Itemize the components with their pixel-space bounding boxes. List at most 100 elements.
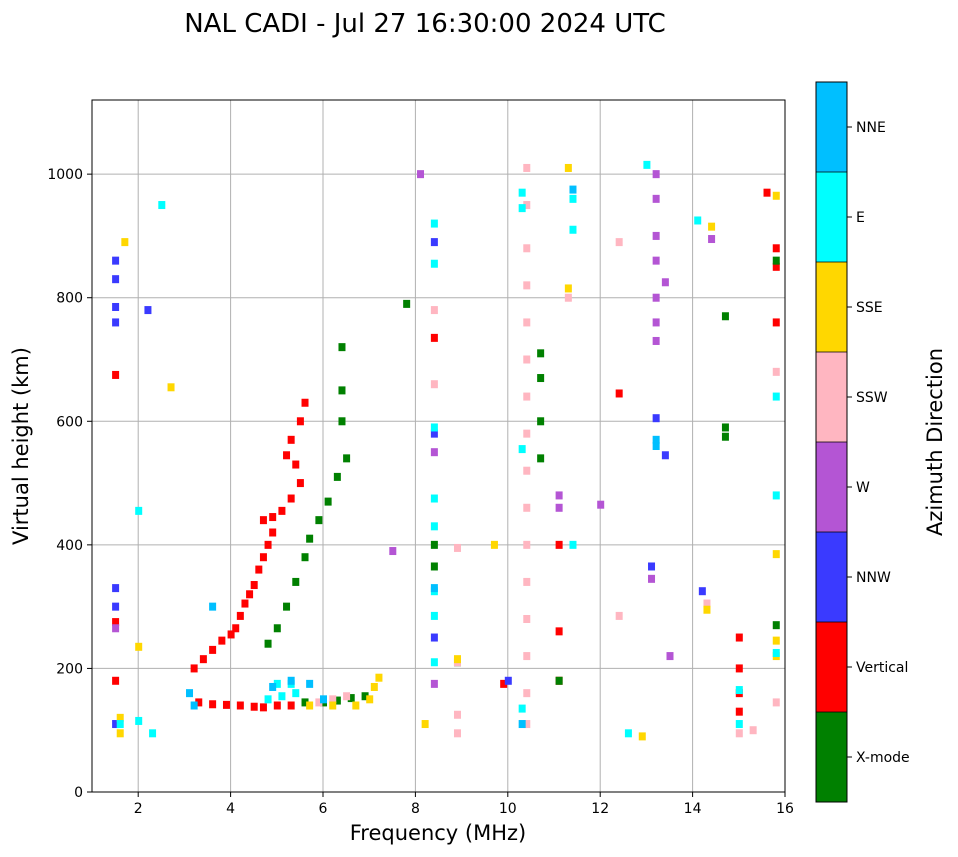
data-point (158, 201, 166, 210)
data-point (523, 466, 531, 475)
data-point (772, 191, 780, 200)
data-point (269, 682, 277, 691)
data-point (564, 284, 572, 293)
data-point (453, 710, 461, 719)
series-nnw (112, 238, 706, 729)
data-point (624, 729, 632, 738)
data-point (264, 639, 272, 648)
data-point (209, 602, 217, 611)
data-point (306, 679, 314, 688)
data-point (199, 655, 207, 664)
data-point (772, 367, 780, 376)
data-point (523, 429, 531, 438)
data-point (703, 605, 711, 614)
series-e (116, 160, 780, 738)
data-point (264, 540, 272, 549)
data-point (112, 720, 120, 729)
data-point (453, 729, 461, 738)
data-point (430, 584, 438, 593)
data-point (333, 472, 341, 481)
data-point (523, 540, 531, 549)
data-point (250, 702, 258, 711)
data-point (749, 726, 757, 735)
data-point (537, 454, 545, 463)
data-point (523, 201, 531, 210)
data-point (652, 194, 660, 203)
data-point (735, 729, 743, 738)
data-point (186, 689, 194, 698)
data-point (246, 590, 254, 599)
x-tick-label: 2 (134, 801, 143, 817)
data-point (301, 698, 309, 707)
data-point (652, 414, 660, 423)
data-point (112, 624, 120, 633)
data-point (615, 238, 623, 247)
plot-frame (91, 99, 786, 793)
data-point (320, 695, 327, 704)
data-point (772, 550, 780, 559)
x-axis: 2 4 6 8 10 12 14 16 (134, 792, 794, 817)
data-point (569, 540, 577, 549)
data-point (523, 615, 531, 623)
data-point (343, 454, 351, 463)
data-point (209, 700, 217, 709)
y-tick-label: 800 (56, 291, 83, 307)
data-point (564, 163, 572, 172)
data-point (661, 278, 669, 287)
data-point (763, 188, 771, 197)
data-point (283, 602, 291, 611)
data-point (523, 720, 531, 729)
data-point (287, 701, 295, 710)
colorbar-segment (816, 622, 847, 712)
data-point (523, 163, 531, 172)
data-point (209, 645, 217, 654)
data-point (518, 720, 526, 729)
data-point (490, 540, 498, 549)
series-nne (186, 185, 660, 729)
data-point (112, 302, 120, 311)
data-point (255, 565, 263, 574)
data-point (135, 716, 143, 725)
data-point (569, 185, 577, 194)
data-point (269, 513, 277, 522)
data-point (324, 497, 332, 506)
x-tick-label: 4 (226, 801, 235, 817)
data-point (329, 701, 337, 710)
data-point (273, 679, 281, 688)
data-point (523, 392, 531, 401)
data-point (278, 692, 286, 701)
colorbar-segment (816, 352, 847, 442)
series-sse (116, 163, 780, 741)
data-point (643, 160, 651, 169)
data-point (735, 686, 743, 695)
data-point (430, 633, 438, 642)
data-point (430, 429, 438, 438)
data-point (250, 581, 258, 590)
data-point (453, 655, 461, 664)
series-ssw (315, 163, 780, 738)
colorbar-segment (816, 532, 847, 622)
data-point (121, 238, 129, 247)
data-point (555, 503, 563, 512)
x-tick-label: 8 (411, 801, 420, 817)
data-point (227, 630, 235, 639)
data-point (661, 451, 669, 460)
data-point (555, 627, 563, 636)
data-point (361, 692, 369, 701)
data-point (232, 624, 240, 633)
data-point (523, 577, 531, 586)
data-point (343, 692, 351, 701)
data-point (652, 318, 660, 327)
data-point (306, 534, 314, 543)
data-point (735, 633, 743, 642)
y-tick-label: 400 (56, 538, 83, 554)
data-point (721, 432, 729, 441)
data-point (555, 540, 563, 549)
data-point (564, 293, 572, 302)
data-point (135, 642, 143, 651)
data-point (283, 451, 291, 460)
data-point (430, 562, 438, 571)
data-point (144, 306, 152, 315)
data-point (292, 689, 300, 698)
